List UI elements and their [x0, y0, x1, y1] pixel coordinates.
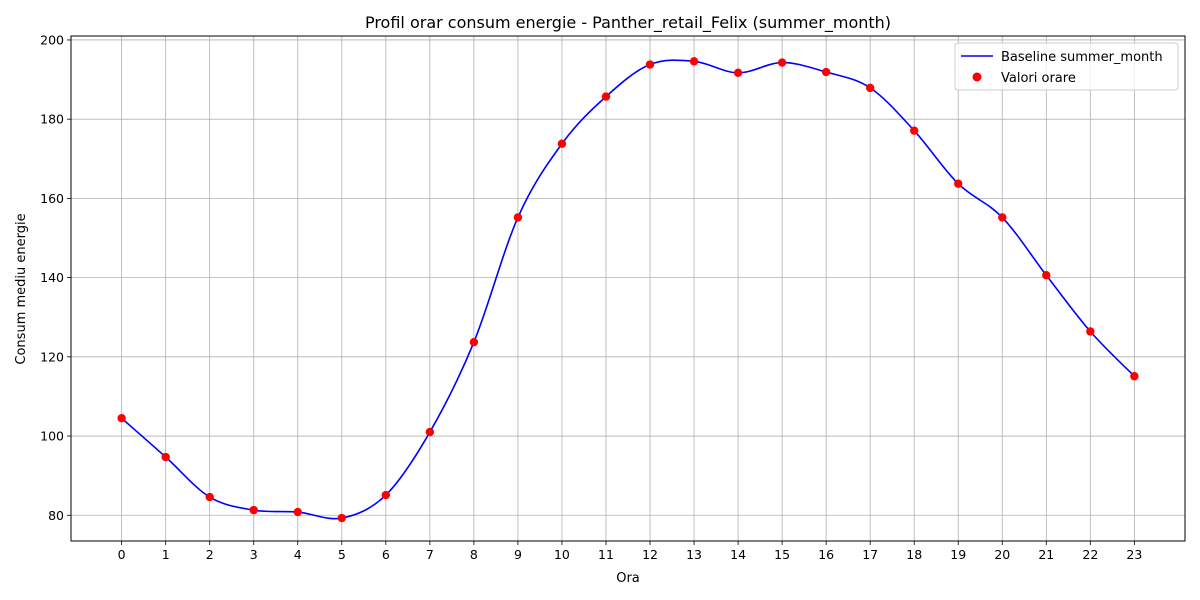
- hourly-value-point: [557, 139, 567, 148]
- y-tick-label: 180: [40, 112, 64, 127]
- y-tick-label: 200: [40, 32, 64, 47]
- hourly-value-point: [469, 337, 479, 347]
- legend-label-baseline: Baseline summer_month: [1001, 50, 1163, 65]
- x-tick-label: 9: [514, 547, 522, 562]
- x-tick-label: 7: [426, 547, 434, 562]
- chart-title: Profil orar consum energie - Panther_ret…: [365, 13, 891, 33]
- x-tick-label: 22: [1082, 547, 1098, 562]
- hourly-value-point: [998, 213, 1007, 222]
- x-tick-label: 23: [1126, 547, 1142, 562]
- x-tick-label: 10: [554, 547, 570, 562]
- hourly-value-point: [249, 505, 258, 515]
- y-tick-label: 80: [48, 508, 64, 523]
- x-tick-label: 3: [250, 547, 258, 562]
- legend-box: [954, 42, 1179, 91]
- legend-marker-swatch: [972, 72, 982, 82]
- hourly-value-point: [777, 58, 787, 67]
- hourly-value-point: [293, 507, 302, 517]
- x-tick-label: 11: [598, 547, 614, 562]
- plot-area-frame: [70, 35, 1186, 542]
- y-tick-label: 100: [40, 429, 64, 444]
- x-tick-label: 8: [470, 547, 478, 562]
- x-tick-label: 4: [294, 547, 302, 562]
- hourly-value-point: [1042, 271, 1051, 280]
- series-layer: [117, 57, 1139, 523]
- x-tick-label: 0: [118, 547, 126, 562]
- x-tick-label: 18: [906, 547, 922, 562]
- x-tick-label: 16: [818, 547, 834, 562]
- hourly-value-point: [1086, 327, 1095, 336]
- x-tick-label: 20: [994, 547, 1010, 562]
- hourly-value-point: [337, 513, 346, 523]
- x-tick-label: 14: [730, 547, 746, 562]
- x-tick-label: 13: [686, 547, 702, 562]
- axis-layer: 0 1 2 3 4 5 6 7 8 9 10 11 12 13 14 15 16 17 18 19 20 21 22 2380…: [40, 32, 1142, 562]
- hourly-value-point: [1130, 372, 1139, 381]
- hourly-value-point: [910, 126, 919, 135]
- y-tick-label: 120: [40, 349, 64, 364]
- hourly-value-point: [865, 83, 875, 93]
- legend: Baseline summer_month Valori orare: [954, 42, 1179, 91]
- hourly-value-point: [513, 213, 523, 222]
- y-axis-title: Consum mediu energie: [14, 213, 29, 364]
- hourly-value-point: [645, 60, 655, 69]
- legend-label-hourly: Valori orare: [1001, 71, 1076, 86]
- x-tick-label: 12: [642, 547, 658, 562]
- x-tick-label: 17: [862, 547, 878, 562]
- y-tick-label: 160: [40, 191, 64, 206]
- hourly-value-point: [117, 414, 126, 423]
- x-tick-label: 5: [338, 547, 346, 562]
- hourly-value-point: [381, 490, 391, 500]
- x-tick-label: 19: [950, 547, 966, 562]
- x-tick-label: 21: [1038, 547, 1054, 562]
- hourly-value-point: [425, 427, 435, 437]
- hourly-value-point: [601, 92, 611, 101]
- hourly-value-point: [161, 452, 170, 462]
- hourly-value-point: [733, 68, 743, 78]
- y-tick-label: 140: [40, 270, 64, 285]
- hourly-value-point: [689, 57, 699, 66]
- grid-layer: [71, 36, 1185, 541]
- x-tick-label: 1: [162, 547, 170, 562]
- hourly-value-point: [954, 179, 963, 188]
- x-tick-label: 15: [774, 547, 790, 562]
- x-tick-label: 6: [382, 547, 390, 562]
- x-axis-title: Ora: [616, 571, 640, 586]
- hourly-value-point: [205, 492, 214, 502]
- hourly-value-point: [821, 67, 831, 77]
- x-tick-label: 2: [206, 547, 214, 562]
